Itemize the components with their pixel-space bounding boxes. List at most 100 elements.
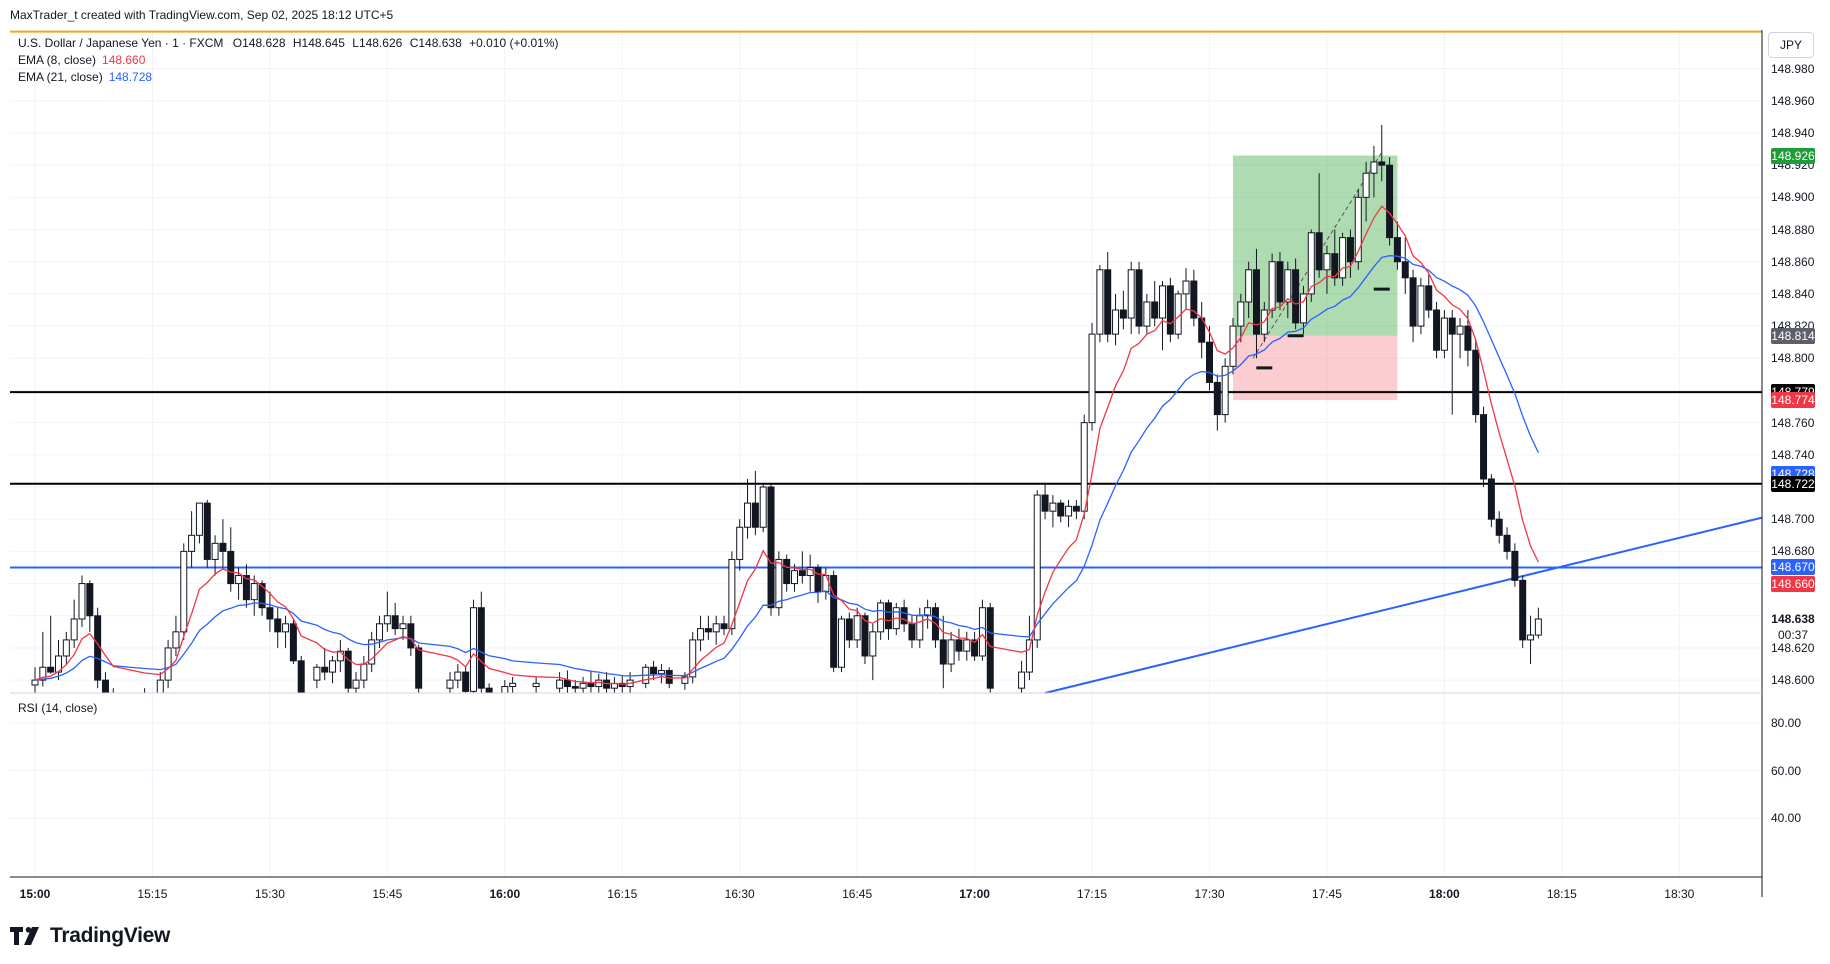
candle-body [219,542,227,552]
close-value: 148.638 [418,36,462,50]
candle-body [1088,333,1096,424]
ema-lines [34,205,1539,685]
candle-body [462,671,470,692]
candle-body [579,682,587,689]
price-tick-label: 148.760 [1771,415,1815,430]
candle-body [955,639,963,652]
ema8-line [34,205,1539,685]
candle-body [798,570,806,577]
candle-body [814,566,822,593]
price-tick-label: 148.600 [1771,673,1815,688]
overlays [10,30,1763,694]
candle-body [1534,618,1542,636]
candle-body [1221,365,1229,416]
candle-body [297,660,305,693]
candle-body [728,558,736,630]
candle-body [1464,325,1472,351]
rsi-tick-label: 60.00 [1771,763,1802,778]
candle-body [681,676,689,684]
candle-body [650,666,658,675]
price-badge-blue-level: 148.670 [1771,559,1815,576]
candle-body [446,679,454,689]
candle-body [1299,293,1307,324]
candle-body [203,502,211,560]
price-tick-label: 148.700 [1771,512,1815,527]
price-tick-label: 148.960 [1771,93,1815,108]
candle-body [235,575,243,585]
candle-body [477,607,485,689]
candle-body [556,679,564,689]
price-tick-label: 148.880 [1771,222,1815,237]
candle-body [665,669,673,684]
candle-body [971,639,979,657]
candle-body [657,669,665,675]
candle-body [78,583,86,620]
candle-body [1315,232,1323,271]
candle-body [70,618,78,641]
candle-body [1417,285,1425,327]
candle-body [947,639,955,665]
currency-button[interactable]: JPY [1768,32,1814,58]
candle-body [532,682,540,688]
open-label: O [232,36,243,50]
candle-body [164,647,172,681]
candle-body [1190,280,1198,319]
candle-body [172,631,180,649]
candle-body [509,682,517,688]
open-value: 148.628 [242,36,286,50]
candle-body [697,628,705,641]
candle-body [1206,341,1213,383]
candle-body [195,502,203,536]
candle-body [1472,349,1480,416]
candle-body [1346,237,1354,263]
price-badge-entry: 148.814 [1771,327,1815,344]
candle-body [1166,285,1174,335]
candle-body [1480,414,1488,480]
candle-body [1119,309,1127,319]
price-tick-label: 148.940 [1771,125,1815,140]
candle-body [1519,579,1527,641]
candle-body [1245,269,1253,303]
candle-body [1033,494,1041,641]
rsi-legend[interactable]: RSI (14, close) [18,701,97,715]
candle-body [86,583,94,617]
time-tick-label: 17:45 [1311,887,1342,901]
candle-body [329,660,337,673]
time-tick-label: 16:00 [489,887,521,901]
candle-body [1378,161,1386,166]
candle-body [1339,237,1347,279]
candle-body [1276,261,1284,303]
candle-body [1511,550,1519,581]
low-value: 148.626 [358,36,403,50]
ema21-label: EMA (21, close) [18,70,103,84]
chart-credit: MaxTrader_t created with TradingView.com… [10,8,394,22]
candle-body [759,486,767,528]
high-value: 148.645 [301,36,345,50]
ema8-label: EMA (8, close) [18,53,97,67]
candle-body [1213,381,1221,416]
bar-countdown: 00:37 [1771,626,1815,643]
candle-body [1104,269,1112,335]
candle-body [1448,317,1456,335]
candle-body [1409,277,1417,327]
rsi-tick-label: 40.00 [1771,811,1802,825]
candle-body [908,623,916,641]
price-badge-stop: 148.774 [1771,392,1815,409]
low-label: L [352,36,359,50]
symbol-title: U.S. Dollar / Japanese Yen · 1 · FXCM [18,36,224,50]
tradingview-logo[interactable]: TradingView [10,924,170,948]
candle-body [916,615,924,641]
ema21-value: 148.728 [108,70,153,84]
candle-body [1143,301,1151,327]
candle-body [1057,502,1065,517]
candle-body [1268,261,1276,311]
price-tick-label: 148.860 [1771,254,1815,269]
ema8-value: 148.660 [102,53,146,67]
ema8-legend[interactable]: EMA (8, close) 148.660 [18,53,145,67]
time-tick-label: 16:45 [842,887,873,901]
ema21-legend[interactable]: EMA (21, close) 148.728 [18,70,152,84]
candle-body [1252,269,1260,335]
time-tick-label: 17:15 [1077,887,1108,901]
candle-body [720,623,728,630]
